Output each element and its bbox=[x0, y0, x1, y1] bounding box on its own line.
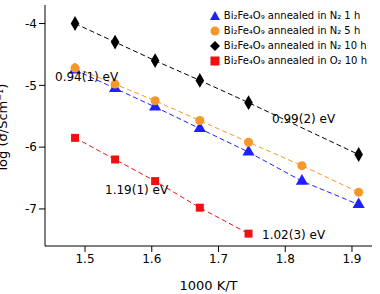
html-text:1.19(1) eV: 1.19(1) eV bbox=[105, 183, 169, 197]
svg-text:1000 K/T: 1000 K/T bbox=[179, 278, 237, 293]
svg-text:1.7: 1.7 bbox=[209, 252, 228, 266]
svg-text:-6: -6 bbox=[25, 140, 37, 154]
svg-text:log (σ/Scm⁻¹): log (σ/Scm⁻¹) bbox=[8, 84, 10, 171]
svg-text:-5: -5 bbox=[25, 79, 37, 93]
html-text:0.99(2) eV: 0.99(2) eV bbox=[272, 112, 336, 126]
svg-text:-7: -7 bbox=[25, 202, 37, 216]
html-text:Bi₂Fe₄O₉ annealed in N₂ 5 h: Bi₂Fe₄O₉ annealed in N₂ 5 h bbox=[223, 25, 361, 36]
html-text:Bi₂Fe₄O₉ annealed in N₂ 1 h: Bi₂Fe₄O₉ annealed in N₂ 1 h bbox=[223, 10, 361, 21]
svg-text:1.5: 1.5 bbox=[75, 252, 94, 266]
svg-text:1.8: 1.8 bbox=[276, 252, 295, 266]
svg-text:1.9: 1.9 bbox=[342, 252, 361, 266]
html-text:Bi₂Fe₄O₉ annealed in N₂ 10 h: Bi₂Fe₄O₉ annealed in N₂ 10 h bbox=[223, 40, 367, 51]
html-text:Bi₂Fe₄O₉ annealed in O₂ 10 h: Bi₂Fe₄O₉ annealed in O₂ 10 h bbox=[223, 55, 367, 66]
svg-text:1.6: 1.6 bbox=[142, 252, 161, 266]
svg-text:-4: -4 bbox=[25, 17, 37, 31]
html-text:0.94(1) eV: 0.94(1) eV bbox=[55, 70, 119, 84]
html-text:1.02(3) eV: 1.02(3) eV bbox=[262, 228, 326, 242]
